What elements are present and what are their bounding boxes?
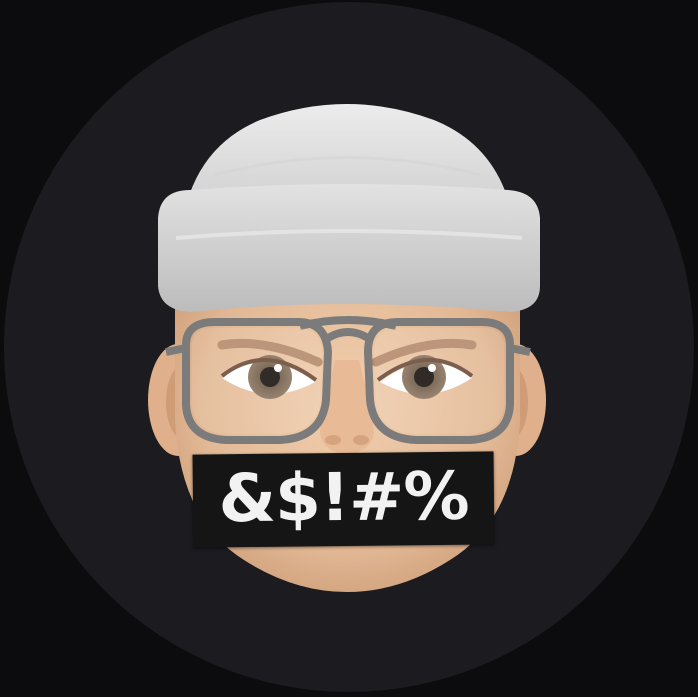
censor-text: &$!#% — [218, 457, 469, 537]
nose — [320, 360, 374, 454]
eye-left — [220, 355, 318, 399]
beanie — [158, 104, 540, 312]
eyebrow-right — [371, 338, 477, 367]
eye-right — [376, 355, 474, 399]
censor-bar: &$!#% — [192, 451, 495, 548]
glasses — [165, 316, 531, 444]
eyebrow-left — [217, 338, 323, 367]
glasses-lens-highlight — [192, 328, 504, 434]
